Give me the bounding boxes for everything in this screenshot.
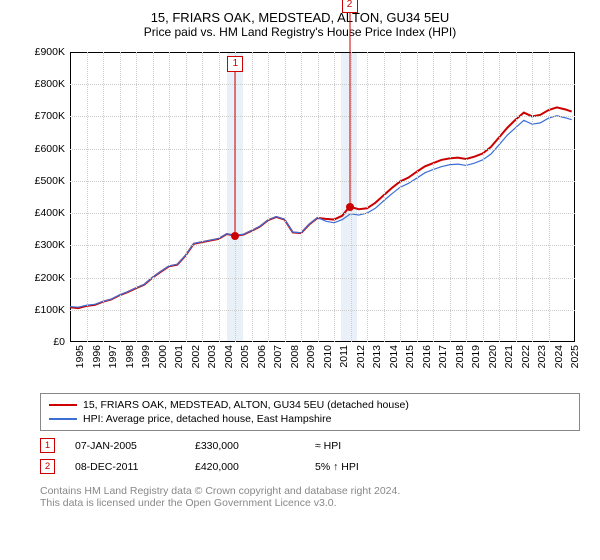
sale-row-price: £330,000 xyxy=(195,440,295,452)
y-axis-label: £200K xyxy=(17,272,65,284)
chart-title-line1: 15, FRIARS OAK, MEDSTEAD, ALTON, GU34 5E… xyxy=(10,10,590,25)
x-gridline xyxy=(169,52,170,342)
legend-swatch xyxy=(49,418,77,420)
x-gridline xyxy=(549,52,550,342)
x-gridline xyxy=(202,52,203,342)
legend-item: 15, FRIARS OAK, MEDSTEAD, ALTON, GU34 5E… xyxy=(49,398,571,412)
x-gridline xyxy=(252,52,253,342)
x-axis-label: 2012 xyxy=(355,345,367,383)
x-gridline xyxy=(384,52,385,342)
x-axis-label: 1997 xyxy=(107,345,119,383)
legend-swatch xyxy=(49,404,77,406)
x-axis-label: 2017 xyxy=(437,345,449,383)
x-gridline xyxy=(219,52,220,342)
x-axis-label: 2007 xyxy=(272,345,284,383)
flag-stem xyxy=(349,11,350,207)
sales-table: 1 07-JAN-2005 £330,000 ≈ HPI 2 08-DEC-2011 £42… xyxy=(40,435,580,477)
x-axis-label: 2008 xyxy=(289,345,301,383)
x-axis-label: 2020 xyxy=(487,345,499,383)
sale-row-diff: 5% ↑ HPI xyxy=(315,461,359,473)
x-gridline xyxy=(367,52,368,342)
x-axis-label: 1998 xyxy=(124,345,136,383)
footer-line1: Contains HM Land Registry data © Crown c… xyxy=(40,485,580,497)
y-axis-label: £300K xyxy=(17,239,65,251)
sale-flag: 1 xyxy=(227,56,243,72)
chart-title-line2: Price paid vs. HM Land Registry's House … xyxy=(10,25,590,39)
x-gridline xyxy=(120,52,121,342)
sale-row-date: 07-JAN-2005 xyxy=(75,440,175,452)
x-gridline xyxy=(483,52,484,342)
y-axis-label: £500K xyxy=(17,175,65,187)
x-gridline xyxy=(532,52,533,342)
x-axis-label: 2014 xyxy=(388,345,400,383)
x-axis-label: 2015 xyxy=(404,345,416,383)
sale-row: 2 08-DEC-2011 £420,000 5% ↑ HPI xyxy=(40,456,580,477)
x-axis-label: 2001 xyxy=(173,345,185,383)
x-axis-label: 2009 xyxy=(305,345,317,383)
sale-row-price: £420,000 xyxy=(195,461,295,473)
x-axis-label: 2000 xyxy=(157,345,169,383)
flag-stem xyxy=(235,70,236,236)
x-axis-label: 2022 xyxy=(520,345,532,383)
x-axis-label: 2011 xyxy=(338,345,350,383)
chart-area: £0 £100K £200K £300K £400K £500K £600K £700K £80… xyxy=(20,47,580,387)
legend-box: 15, FRIARS OAK, MEDSTEAD, ALTON, GU34 5E… xyxy=(40,393,580,431)
x-gridline xyxy=(499,52,500,342)
x-axis-label: 2006 xyxy=(256,345,268,383)
x-gridline xyxy=(186,52,187,342)
x-axis-label: 2019 xyxy=(470,345,482,383)
legend-label: 15, FRIARS OAK, MEDSTEAD, ALTON, GU34 5E… xyxy=(83,399,409,411)
sale-flag: 2 xyxy=(342,0,358,13)
sale-row: 1 07-JAN-2005 £330,000 ≈ HPI xyxy=(40,435,580,456)
x-axis-label: 1999 xyxy=(140,345,152,383)
chart-title-block: 15, FRIARS OAK, MEDSTEAD, ALTON, GU34 5E… xyxy=(10,10,590,39)
x-gridline xyxy=(268,52,269,342)
x-axis-label: 2023 xyxy=(536,345,548,383)
x-gridline xyxy=(136,52,137,342)
x-axis-label: 2025 xyxy=(569,345,581,383)
sale-row-flag: 1 xyxy=(40,438,55,453)
x-gridline xyxy=(103,52,104,342)
y-axis-label: £600K xyxy=(17,143,65,155)
legend-label: HPI: Average price, detached house, East… xyxy=(83,413,331,425)
x-gridline xyxy=(450,52,451,342)
footer-line2: This data is licensed under the Open Gov… xyxy=(40,497,580,509)
sale-row-flag: 2 xyxy=(40,459,55,474)
x-axis-label: 2010 xyxy=(322,345,334,383)
x-gridline xyxy=(301,52,302,342)
x-gridline xyxy=(351,52,352,342)
x-gridline xyxy=(433,52,434,342)
y-axis-label: £0 xyxy=(17,336,65,348)
x-gridline xyxy=(153,52,154,342)
x-gridline xyxy=(285,52,286,342)
y-axis-label: £100K xyxy=(17,304,65,316)
y-axis-label: £700K xyxy=(17,110,65,122)
x-gridline xyxy=(417,52,418,342)
y-axis-label: £800K xyxy=(17,78,65,90)
x-gridline xyxy=(334,52,335,342)
footer-attribution: Contains HM Land Registry data © Crown c… xyxy=(40,485,580,509)
x-gridline xyxy=(466,52,467,342)
x-axis-label: 2021 xyxy=(503,345,515,383)
y-axis-label: £400K xyxy=(17,207,65,219)
x-axis-label: 1996 xyxy=(91,345,103,383)
x-axis-label: 2003 xyxy=(206,345,218,383)
x-axis-label: 2016 xyxy=(421,345,433,383)
x-axis-label: 2004 xyxy=(223,345,235,383)
x-gridline xyxy=(516,52,517,342)
x-axis-label: 2005 xyxy=(239,345,251,383)
x-gridline xyxy=(400,52,401,342)
x-axis-label: 2018 xyxy=(454,345,466,383)
x-axis-label: 2002 xyxy=(190,345,202,383)
sale-row-date: 08-DEC-2011 xyxy=(75,461,175,473)
x-gridline xyxy=(318,52,319,342)
x-axis-label: 2013 xyxy=(371,345,383,383)
legend-item: HPI: Average price, detached house, East… xyxy=(49,412,571,426)
sale-row-diff: ≈ HPI xyxy=(315,440,341,452)
y-axis-label: £900K xyxy=(17,46,65,58)
x-axis-label: 2024 xyxy=(553,345,565,383)
x-axis-label: 1995 xyxy=(74,345,86,383)
x-gridline xyxy=(87,52,88,342)
